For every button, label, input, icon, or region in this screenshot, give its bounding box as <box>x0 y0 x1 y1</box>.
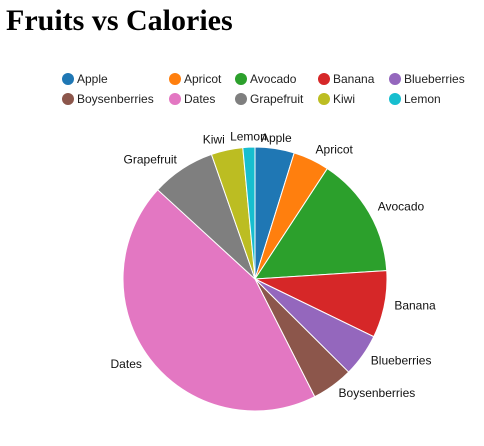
legend-label: Kiwi <box>333 92 356 106</box>
chart-title: Fruits vs Calories <box>6 4 233 37</box>
legend-item-banana[interactable]: Banana <box>318 72 374 86</box>
legend-item-lemon[interactable]: Lemon <box>389 92 441 106</box>
slice-label-dates: Dates <box>111 357 142 371</box>
legend-label: Apple <box>77 72 108 86</box>
legend-swatch <box>318 93 330 105</box>
legend-item-apricot[interactable]: Apricot <box>169 72 221 86</box>
pie-slice-avocado[interactable] <box>254 167 388 280</box>
legend-swatch <box>62 73 74 85</box>
legend-swatch <box>235 93 247 105</box>
legend-item-dates[interactable]: Dates <box>169 92 215 106</box>
legend-label: Banana <box>333 72 375 86</box>
pie-slice-lemon[interactable] <box>242 146 256 280</box>
slice-label-banana: Banana <box>394 299 436 313</box>
legend-label: Dates <box>184 92 216 106</box>
legend-item-grapefruit[interactable]: Grapefruit <box>235 92 303 106</box>
slice-label-apricot: Apricot <box>316 143 354 157</box>
legend-swatch <box>62 93 74 105</box>
pie-slice-dates[interactable] <box>122 189 316 412</box>
chart-legend: Apple Apricot Avocado Banana Blueberries Boys… <box>0 0 484 120</box>
legend-label: Blueberries <box>404 72 465 86</box>
slice-label-boysenberries: Boysenberries <box>339 386 416 400</box>
legend-label: Avocado <box>250 72 297 86</box>
legend-swatch <box>169 93 181 105</box>
slice-label-blueberries: Blueberries <box>371 353 432 367</box>
slice-label-apple: Apple <box>261 131 292 145</box>
slice-label-avocado: Avocado <box>378 200 425 214</box>
slice-label-grapefruit: Grapefruit <box>124 153 178 167</box>
legend-item-kiwi[interactable]: Kiwi <box>318 92 355 106</box>
legend-label: Boysenberries <box>77 92 154 106</box>
legend-swatch <box>389 93 401 105</box>
legend-label: Lemon <box>404 92 441 106</box>
legend-swatch <box>169 73 181 85</box>
legend-swatch <box>318 73 330 85</box>
legend-swatch <box>389 73 401 85</box>
legend-label: Grapefruit <box>250 92 304 106</box>
slice-label-kiwi: Kiwi <box>203 132 225 146</box>
legend-item-blueberries[interactable]: Blueberries <box>389 72 465 86</box>
slice-label-lemon: Lemon <box>230 129 267 143</box>
legend-item-boysenberries[interactable]: Boysenberries <box>62 92 154 106</box>
legend-item-apple[interactable]: Apple <box>62 72 108 86</box>
legend-item-avocado[interactable]: Avocado <box>235 72 296 86</box>
legend-swatch <box>235 73 247 85</box>
legend-label: Apricot <box>184 72 222 86</box>
